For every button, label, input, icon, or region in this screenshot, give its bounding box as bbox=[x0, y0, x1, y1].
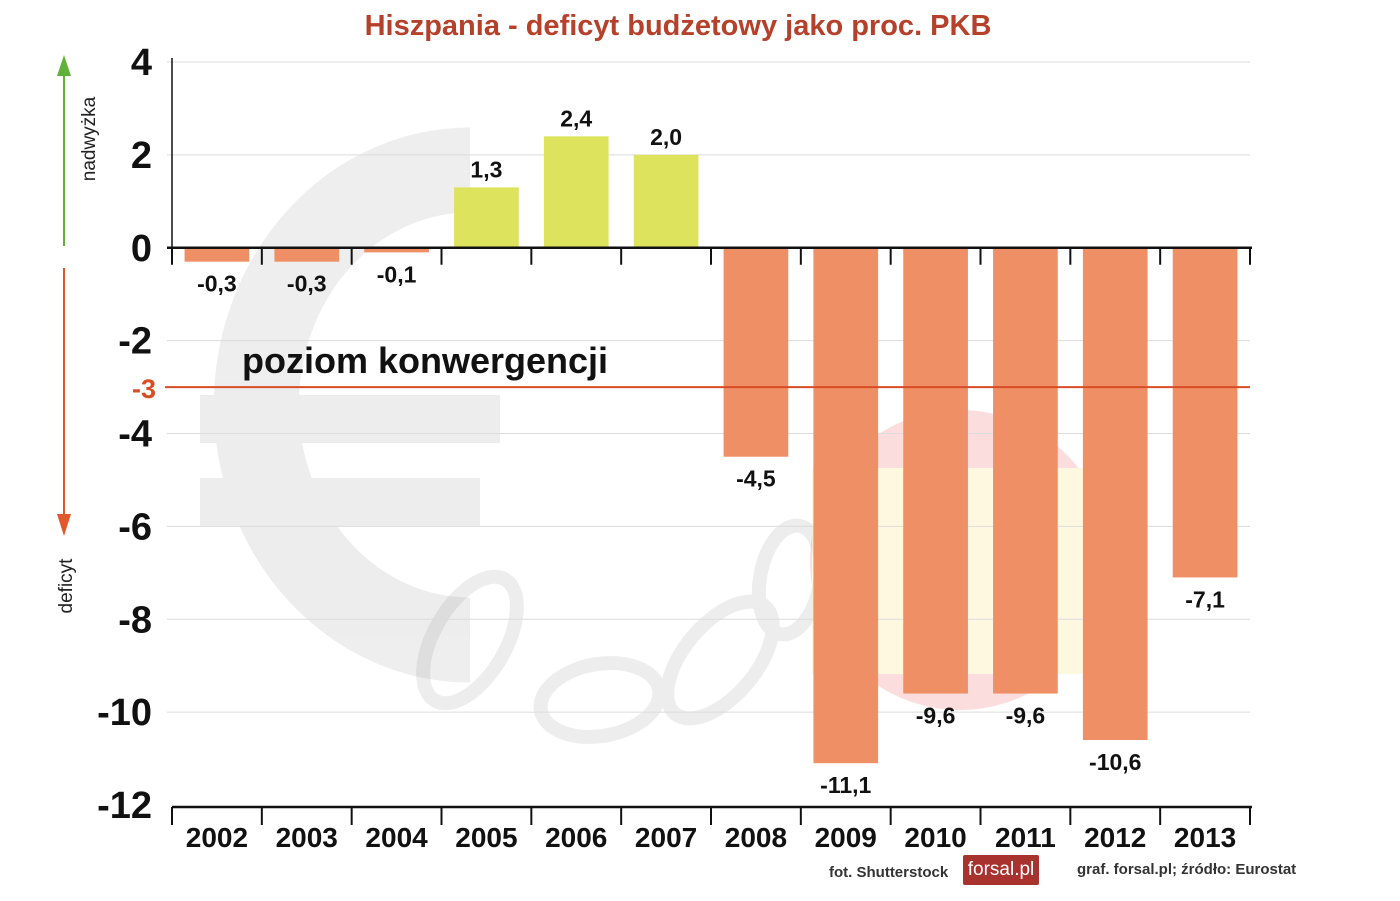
bar-2002 bbox=[184, 247, 250, 262]
x-tick-label: 2011 bbox=[995, 822, 1056, 853]
convergence-value-label: -3 bbox=[132, 374, 156, 404]
y-tick-label: -12 bbox=[97, 785, 152, 827]
y-tick-label: -6 bbox=[118, 506, 152, 548]
x-tick-label: 2013 bbox=[1174, 822, 1236, 853]
x-tick-label: 2007 bbox=[635, 822, 697, 853]
x-tick-label: 2006 bbox=[545, 822, 607, 853]
x-tick-label: 2012 bbox=[1084, 822, 1146, 853]
bar-2013 bbox=[1172, 247, 1238, 578]
data-label: -4,5 bbox=[736, 466, 776, 492]
y-tick-label: -8 bbox=[118, 599, 152, 641]
data-label: -9,6 bbox=[916, 703, 956, 729]
bar-2005 bbox=[454, 187, 519, 248]
surplus-label: nadwyżka bbox=[79, 96, 100, 182]
bar-2010 bbox=[903, 247, 968, 694]
data-label: -0,1 bbox=[377, 261, 417, 287]
y-tick-label: -2 bbox=[118, 321, 152, 363]
convergence-line-group: -3 poziom konwergencji bbox=[132, 340, 1250, 404]
surplus-arrow-icon bbox=[57, 55, 71, 76]
x-tick-label: 2002 bbox=[186, 822, 248, 853]
bar-2006 bbox=[543, 136, 609, 248]
y-tick-label: 4 bbox=[131, 42, 152, 84]
data-label: 2,0 bbox=[650, 124, 682, 150]
x-tick-label: 2004 bbox=[365, 822, 428, 853]
y-tick-label: 2 bbox=[131, 135, 152, 177]
chart-title: Hiszpania - deficyt budżetowy jako proc.… bbox=[364, 10, 992, 42]
x-tick-label: 2003 bbox=[276, 822, 338, 853]
data-label: 1,3 bbox=[470, 156, 502, 182]
grid-lines bbox=[167, 61, 1250, 713]
data-label: -11,1 bbox=[820, 772, 871, 798]
y-tick-label: 0 bbox=[131, 228, 152, 270]
deficit-label: deficyt bbox=[56, 558, 77, 614]
bar-2004 bbox=[364, 247, 429, 253]
convergence-label: poziom konwergencji bbox=[242, 340, 608, 381]
y-tick-label: -4 bbox=[118, 414, 152, 456]
x-tick-label: 2010 bbox=[904, 822, 966, 853]
direction-arrows bbox=[57, 55, 71, 536]
bars: -0,3 -0,3 -0,1 1,3 2,4 2,0 -4,5 -11,1 -9,6 -9,6 -1… bbox=[184, 105, 1238, 798]
bar-2012 bbox=[1082, 247, 1148, 740]
data-label: -10,6 bbox=[1089, 749, 1141, 775]
chain-watermark-icon bbox=[416, 518, 829, 744]
data-label: -9,6 bbox=[1006, 703, 1046, 729]
deficit-arrow-icon bbox=[57, 514, 71, 536]
y-tick-label: -10 bbox=[97, 692, 152, 734]
x-tick-label: 2009 bbox=[815, 822, 877, 853]
x-tick-label: 2005 bbox=[455, 822, 517, 853]
data-label: -0,3 bbox=[287, 271, 327, 297]
data-label: -7,1 bbox=[1185, 586, 1225, 612]
bar-2007 bbox=[633, 154, 699, 248]
bar-2008 bbox=[723, 247, 789, 457]
bar-2003 bbox=[274, 247, 340, 262]
data-label: -0,3 bbox=[197, 271, 237, 297]
forsal-logo: forsal.pl bbox=[963, 855, 1039, 885]
bar-2011 bbox=[993, 247, 1058, 694]
photo-credit: fot. Shutterstock bbox=[829, 864, 949, 881]
source-note: graf. forsal.pl; źródło: Eurostat bbox=[1077, 861, 1297, 878]
euro-watermark-icon bbox=[200, 127, 500, 683]
axes: 4 2 0 -2 -4 -6 -8 -10 -12 2002 2003 2004 2005 2006 200… bbox=[97, 42, 1252, 853]
data-label: 2,4 bbox=[560, 105, 592, 131]
x-tick-label: 2008 bbox=[725, 822, 787, 853]
bar-2009 bbox=[813, 247, 879, 764]
